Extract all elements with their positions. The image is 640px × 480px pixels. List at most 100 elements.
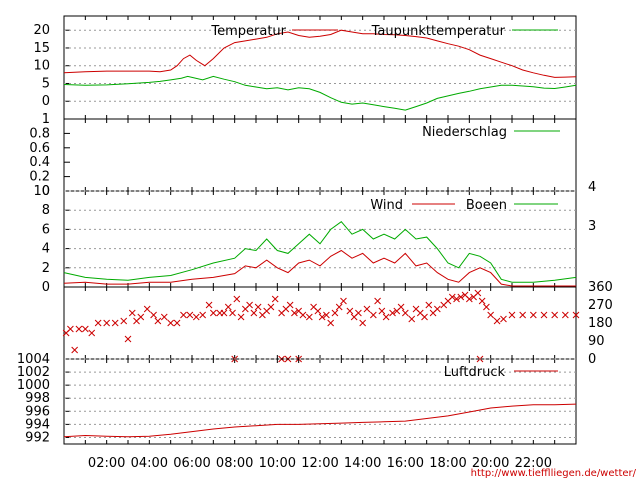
direction-point (323, 311, 330, 319)
legend-label: Niederschlag (422, 125, 507, 140)
x-tick-label: 10:00 (259, 456, 296, 471)
x-tick-label: 02:00 (88, 456, 125, 471)
direction-point (478, 297, 486, 305)
direction-point (305, 313, 313, 321)
direction-point (421, 313, 428, 321)
direction-point (519, 311, 527, 319)
direction-point (111, 319, 119, 327)
y-tick-label: 20 (33, 23, 50, 38)
y-tick-label: 0.8 (29, 126, 50, 141)
direction-point (186, 311, 194, 319)
y-tick-label: 10 (33, 59, 50, 74)
direction-point (128, 309, 136, 317)
direction-point (378, 307, 386, 315)
direction-point (474, 289, 482, 297)
direction-point (75, 325, 83, 333)
series-line (63, 75, 577, 111)
y-tick-label: 998 (25, 391, 50, 406)
direction-point (363, 305, 371, 313)
direction-point (220, 309, 228, 317)
direction-point (209, 309, 217, 317)
legend-label: Wind (370, 198, 403, 213)
x-tick-label: 18:00 (429, 456, 466, 471)
direction-point (487, 311, 495, 319)
legend-label: Luftdruck (444, 365, 506, 380)
direction-point (267, 303, 275, 311)
direction-point (540, 311, 548, 319)
x-tick-label: 08:00 (216, 456, 253, 471)
direction-point (500, 315, 507, 323)
direction-point (457, 293, 465, 301)
direction-point (359, 319, 367, 327)
direction-point (143, 305, 151, 313)
y-tick-label: 5 (42, 76, 50, 91)
direction-point (346, 307, 354, 315)
direction-point (237, 313, 245, 321)
y-tick-label: 0.4 (29, 155, 50, 170)
y-tick-label: 994 (25, 417, 50, 432)
y-tick-label: 0 (42, 280, 50, 295)
direction-point (508, 311, 516, 319)
right-tick-label: 3 (588, 219, 596, 234)
direction-point (192, 313, 200, 321)
direction-point (71, 346, 79, 354)
y-tick-label: 0.6 (29, 141, 50, 156)
direction-point (271, 295, 279, 303)
direction-point (561, 311, 569, 319)
legend-label: Taupunkttemperatur (371, 24, 506, 39)
right-tick-label: 360 (588, 280, 613, 295)
y-tick-label: 6 (42, 222, 50, 237)
series-line (63, 249, 576, 287)
direction-point (425, 301, 433, 309)
y-tick-label: 1004 (17, 352, 50, 367)
direction-point (286, 301, 294, 309)
direction-point (483, 303, 490, 311)
direction-point (120, 317, 128, 325)
direction-point (150, 311, 157, 319)
x-tick-label: 14:00 (344, 456, 381, 471)
y-tick-label: 1002 (17, 365, 50, 380)
direction-point (250, 309, 258, 317)
direction-point (389, 309, 396, 317)
direction-point (67, 325, 74, 333)
legend-label: Boeen (466, 198, 507, 213)
y-tick-label: 8 (42, 203, 50, 218)
y-tick-label: 996 (25, 404, 50, 419)
direction-point (401, 309, 409, 317)
y-tick-label: 0.2 (29, 170, 50, 185)
direction-point (355, 309, 362, 317)
direction-point (88, 329, 96, 337)
direction-point (551, 311, 559, 319)
y-tick-label: 2 (42, 261, 50, 276)
y-tick-label: 4 (42, 242, 50, 257)
direction-point (465, 295, 473, 303)
direction-point (103, 319, 111, 327)
right-tick-label: 180 (588, 316, 613, 331)
direction-point (335, 303, 343, 311)
direction-point (572, 311, 580, 319)
direction-point (493, 317, 501, 325)
y-tick-label: 0 (42, 184, 50, 199)
direction-point (369, 311, 377, 319)
x-tick-label: 06:00 (173, 456, 210, 471)
direction-point (397, 303, 405, 311)
right-tick-label: 4 (588, 180, 596, 195)
right-tick-label: 0 (588, 352, 596, 367)
x-tick-label: 12:00 (301, 456, 338, 471)
direction-point (453, 295, 460, 303)
direction-point (340, 297, 347, 305)
right-tick-label: 270 (588, 298, 613, 313)
direction-point (246, 301, 253, 309)
y-tick-label: 1 (42, 112, 50, 127)
direction-point (167, 319, 175, 327)
direction-point (331, 309, 339, 317)
series-line (63, 221, 577, 283)
direction-point (433, 305, 441, 313)
series-line (63, 29, 577, 78)
x-tick-label: 20:00 (472, 456, 509, 471)
direction-point (124, 335, 132, 343)
direction-point (382, 313, 390, 321)
direction-point (205, 301, 213, 309)
direction-point (199, 311, 207, 319)
